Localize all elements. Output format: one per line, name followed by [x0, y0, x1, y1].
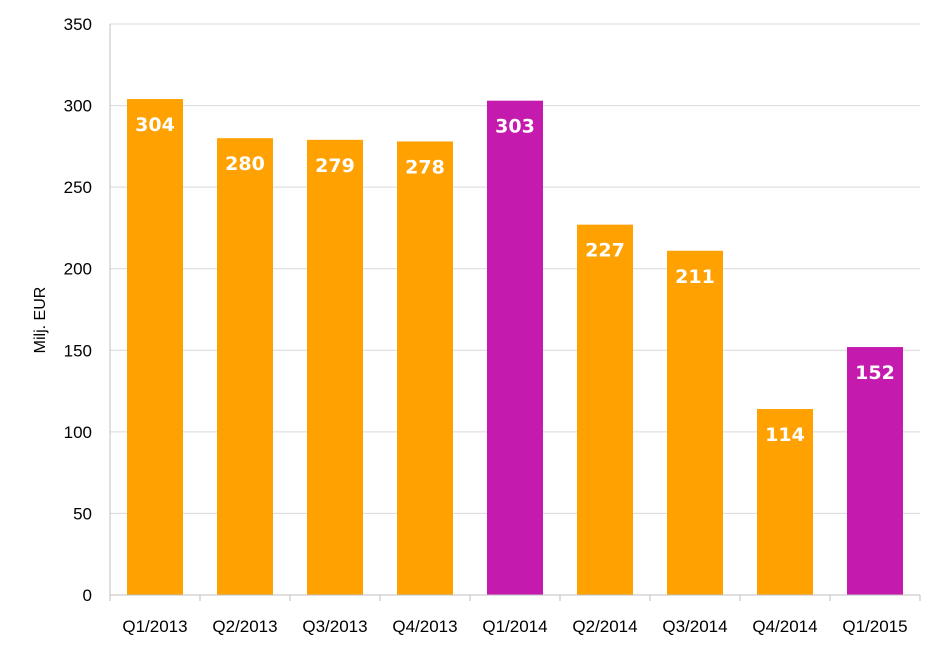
bar-q1-2014	[487, 100, 543, 596]
x-tick-label: Q1/2013	[122, 617, 187, 636]
data-labels: 304 280 279 278 303 227 211 114 152	[135, 114, 895, 446]
data-label: 280	[225, 153, 265, 175]
x-tick-label: Q1/2015	[842, 617, 907, 636]
x-tick-label: Q3/2014	[662, 617, 727, 636]
bar-q2-2014	[577, 224, 633, 595]
y-tick-label: 350	[64, 15, 92, 34]
y-tick-label: 0	[83, 586, 92, 605]
y-tick-label: 300	[64, 97, 92, 116]
data-label: 152	[855, 362, 895, 384]
x-tick-label: Q4/2013	[392, 617, 457, 636]
x-tick-label: Q3/2013	[302, 617, 367, 636]
data-label: 278	[405, 156, 445, 178]
x-tick-label: Q1/2014	[482, 617, 547, 636]
y-tick-label: 100	[64, 423, 92, 442]
bar-q2-2013	[217, 138, 273, 595]
bar-q3-2014	[667, 250, 723, 596]
y-tick-label: 50	[73, 504, 92, 523]
x-axis-tick-marks	[109, 595, 921, 601]
bar-q1-2013	[127, 99, 183, 595]
y-axis-tick-labels: 0 50 100 150 200 250 300 350	[64, 15, 92, 605]
data-label: 227	[585, 240, 625, 262]
bar-q4-2013	[397, 141, 453, 595]
y-tick-label: 200	[64, 260, 92, 279]
data-label: 114	[765, 424, 805, 446]
y-axis-label: Milj. EUR	[32, 287, 49, 354]
y-tick-label: 250	[64, 178, 92, 197]
data-label: 303	[495, 116, 535, 138]
bar-q3-2013	[307, 139, 363, 595]
bar-q4-2014	[757, 409, 813, 595]
bars	[127, 99, 903, 596]
data-label: 279	[315, 155, 355, 177]
x-tick-label: Q2/2014	[572, 617, 637, 636]
data-label: 304	[135, 114, 175, 136]
x-axis-tick-labels: Q1/2013 Q2/2013 Q3/2013 Q4/2013 Q1/2014 Q2/20…	[122, 617, 907, 636]
x-tick-label: Q2/2013	[212, 617, 277, 636]
data-label: 211	[675, 266, 715, 288]
x-tick-label: Q4/2014	[752, 617, 817, 636]
bar-q1-2015	[847, 347, 903, 595]
y-tick-label: 150	[64, 341, 92, 360]
